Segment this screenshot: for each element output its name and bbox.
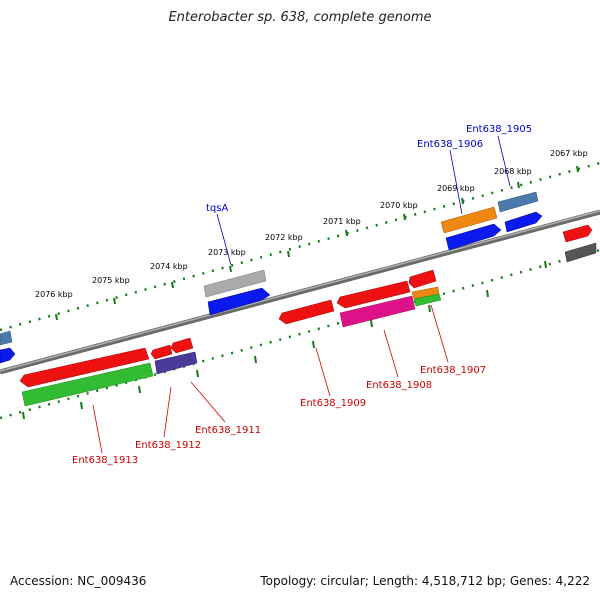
gene-far-right-grey[interactable] — [564, 242, 597, 263]
leader-ent638-1905 — [497, 135, 511, 187]
gene-ent638-1908-pink[interactable] — [339, 295, 416, 328]
genome-backbone-highlight — [0, 210, 600, 372]
leader-ent638-1912 — [163, 386, 172, 438]
label-ent638-1911: Ent638_1911 — [195, 425, 261, 436]
tick-label-2067: 2067 kbp — [550, 149, 588, 158]
label-ent638-1906: Ent638_1906 — [417, 139, 483, 150]
inner-tick-ring — [0, 248, 600, 420]
gene-ent638-1905-steel[interactable] — [497, 191, 539, 213]
label-ent638-1905: Ent638_1905 — [466, 124, 532, 135]
gene-ent638-1912-red[interactable] — [150, 344, 173, 360]
tick-label-2069: 2069 kbp — [437, 184, 475, 193]
leader-ent638-1907 — [430, 304, 449, 363]
gene-ent638-1911-red[interactable] — [170, 337, 194, 354]
gene-ent638-1909-red[interactable] — [278, 299, 335, 325]
gene-far-right-red[interactable] — [562, 224, 593, 243]
genome-summary-text: Topology: circular; Length: 4,518,712 bp… — [260, 574, 590, 588]
tick-label-2073: 2073 kbp — [208, 248, 246, 257]
tick-label-2075: 2075 kbp — [92, 276, 130, 285]
tick-label-2068: 2068 kbp — [494, 167, 532, 176]
inner-major-ticks — [22, 260, 547, 420]
gene-ent638-1911-purple[interactable] — [154, 351, 198, 375]
leader-ent638-1908 — [383, 329, 399, 378]
accession-text: Accession: NC_009436 — [10, 574, 147, 588]
label-ent638-1912: Ent638_1912 — [135, 440, 201, 451]
leader-ent638-1911 — [190, 381, 226, 423]
gene-left-edge-steel[interactable] — [0, 330, 13, 346]
tick-label-2070: 2070 kbp — [380, 201, 418, 210]
gene-ent638-1913-green[interactable] — [21, 362, 154, 407]
gene-ent638-1907-red[interactable] — [408, 269, 437, 289]
gene-ent638-1906-orange[interactable] — [440, 206, 498, 234]
genome-backbone — [0, 209, 600, 375]
tick-label-2072: 2072 kbp — [265, 233, 303, 242]
gene-tqsA-grey[interactable] — [203, 269, 267, 298]
leader-ent638-1909 — [315, 347, 331, 397]
outer-major-ticks — [55, 165, 579, 321]
gene-tqsA-blue[interactable] — [207, 287, 271, 316]
label-ent638-1913: Ent638_1913 — [72, 455, 138, 466]
leader-tqsA — [216, 213, 232, 266]
tick-label-2076: 2076 kbp — [35, 290, 73, 299]
label-ent638-1908: Ent638_1908 — [366, 380, 432, 391]
gene-ent638-1906-blue[interactable] — [445, 223, 502, 251]
gene-ent638-1907-green[interactable] — [413, 293, 442, 307]
leader-ent638-1906 — [449, 149, 463, 215]
label-ent638-1907: Ent638_1907 — [420, 365, 486, 376]
gene-ent638-1913-red[interactable] — [19, 347, 150, 388]
gene-ent638-1908-red[interactable] — [336, 280, 411, 309]
outer-tick-ring — [0, 161, 600, 332]
gene-left-edge-blue[interactable] — [0, 347, 16, 364]
map-title: Enterobacter sp. 638, complete genome — [168, 10, 432, 25]
gene-ent638-1905-blue[interactable] — [504, 211, 543, 233]
label-tqsA: tqsA — [206, 203, 228, 214]
tick-label-2074: 2074 kbp — [150, 262, 188, 271]
leader-ent638-1913 — [92, 404, 103, 454]
tick-label-2071: 2071 kbp — [323, 217, 361, 226]
label-ent638-1909: Ent638_1909 — [300, 398, 366, 409]
